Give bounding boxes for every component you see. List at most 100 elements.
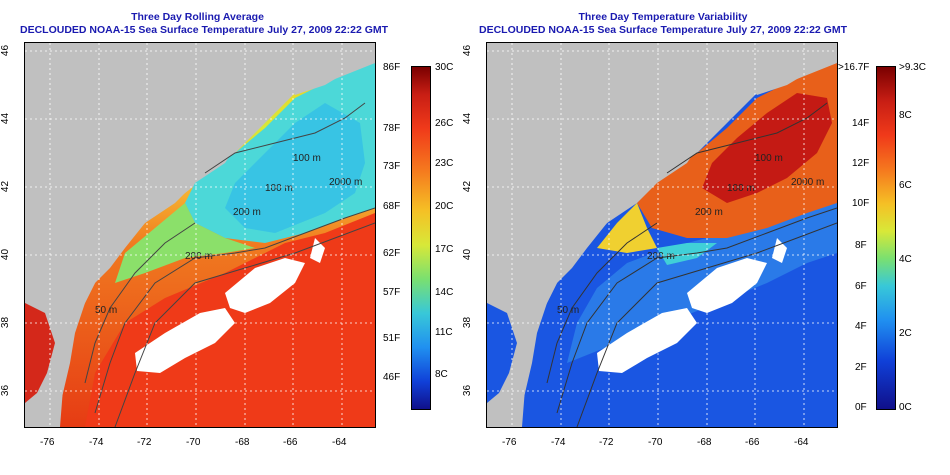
left-contour-2000m [114,222,375,427]
right-contour-2000m [576,222,837,427]
left-lon-tick: -64 [332,437,347,448]
left-cb-f-label: 62F [383,248,401,259]
left-graticule [25,43,375,427]
right-title-line1: Three Day Temperature Variability [578,11,748,23]
right-cb-f-label: 8F [855,240,867,251]
right-lat-tick: 36 [462,384,474,397]
left-cb-f-label: 78F [383,123,401,134]
right-title-line2: DECLOUDED NOAA-15 Sea Surface Temperatur… [478,24,848,36]
right-cb-f-label: 4F [855,321,867,332]
right-lon-tick: -64 [794,437,809,448]
left-cb-f-label: 86F [383,62,401,73]
right-lon-tick: -68 [697,437,712,448]
left-contour-50m [84,222,196,384]
right-lat-tick: 42 [462,180,474,193]
left-lat-tick: 46 [0,44,12,57]
left-cb-c-label: 23C [435,158,454,169]
right-contour-50m [546,222,658,384]
left-contour-label-5: 200 m [185,251,213,262]
left-cb-f-label: 51F [383,333,401,344]
left-cb-c-label: 14C [435,287,454,298]
right-colorbar [876,66,896,410]
right-cloud-3 [772,238,787,263]
right-yellow-band [597,203,657,253]
left-shelf-green [115,203,255,283]
right-contour-label-4: 2000 m [791,177,824,188]
left-cool-water-core [225,103,365,233]
left-cb-c-label: 30C [435,62,454,73]
left-lon-tick: -70 [186,437,201,448]
right-lon-tick: -74 [551,437,566,448]
right-contour-label-3: 200 m [695,207,723,218]
left-contour-label-2: 100 m [265,183,293,194]
right-lat-tick: 46 [462,44,474,57]
left-contour-label-4: 2000 m [329,177,362,188]
left-cb-c-label: 26C [435,118,454,129]
right-cb-c-label: 0C [899,402,912,413]
left-contour-label-3: 200 m [233,207,261,218]
left-lat-tick: 38 [0,316,12,329]
right-lon-tick: -72 [599,437,614,448]
right-lat-tick: 44 [462,112,474,125]
left-contour-100m [204,102,366,174]
right-mid-variability [567,193,837,363]
right-cb-f-label: 6F [855,281,867,292]
left-contour-label-1: 100 m [293,153,321,164]
right-lat-tick: 40 [462,248,474,261]
left-land [25,43,375,427]
left-title-line2: DECLOUDED NOAA-15 Sea Surface Temperatur… [20,24,389,36]
right-contour-label-1: 100 m [755,153,783,164]
left-lat-tick: 42 [0,180,12,193]
right-contour-label-6: 50 m [557,305,579,316]
left-cb-c-label: 11C [435,327,453,338]
right-cb-c-label: 6C [899,180,912,191]
left-cb-c-label: 20C [435,201,454,212]
right-lon-tick: -66 [745,437,760,448]
left-lon-tick: -76 [40,437,55,448]
left-map-svg: 100 m 100 m 200 m 2000 m 200 m 50 m [25,43,375,427]
right-lat-tick: 38 [462,316,474,329]
right-contour-label-2: 100 m [727,183,755,194]
left-lat-tick: 44 [0,112,12,125]
left-contour-label-6: 50 m [95,305,117,316]
left-colorbar [411,66,431,410]
right-cb-c-label: >9.3C [899,62,926,73]
left-cb-f-label: 46F [383,372,401,383]
right-cb-f-label: 2F [855,362,867,373]
left-cloud-1 [135,308,235,373]
left-chesapeake [25,303,55,403]
right-cb-f-label: >16.7F [838,62,870,73]
right-cloud-1 [597,308,697,373]
right-graticule [487,43,837,427]
left-lon-tick: -72 [137,437,152,448]
left-cb-f-label: 57F [383,287,401,298]
right-coastal-water [487,303,517,403]
right-contour-label-5: 200 m [647,251,675,262]
left-cb-c-label: 17C [435,244,454,255]
left-title-line1: Three Day Rolling Average [131,11,264,23]
right-cb-c-label: 4C [899,254,912,265]
left-cb-c-label: 8C [435,369,448,380]
left-lat-tick: 36 [0,384,12,397]
left-cloud-3 [310,238,325,263]
left-lat-tick: 40 [0,248,12,261]
right-contour-100m [666,102,828,174]
left-sst-map: 100 m 100 m 200 m 2000 m 200 m 50 m [24,42,376,428]
right-contour-200m [556,207,837,414]
left-cb-f-label: 73F [383,161,401,172]
left-contour-200m [94,207,375,414]
right-cb-f-label: 14F [852,118,870,129]
right-lon-tick: -76 [502,437,517,448]
right-cb-f-label: 0F [855,402,867,413]
left-lon-tick: -66 [283,437,298,448]
right-lon-tick: -70 [648,437,663,448]
right-map-svg: 100 m 100 m 200 m 2000 m 200 m 50 m [487,43,837,427]
left-cb-f-label: 68F [383,201,401,212]
left-lon-tick: -74 [89,437,104,448]
right-cb-f-label: 12F [852,158,870,169]
right-cb-c-label: 2C [899,328,912,339]
left-lon-tick: -68 [235,437,250,448]
right-land [487,43,837,427]
right-variability-map: 100 m 100 m 200 m 2000 m 200 m 50 m [486,42,838,428]
right-peak-variability [702,93,832,203]
